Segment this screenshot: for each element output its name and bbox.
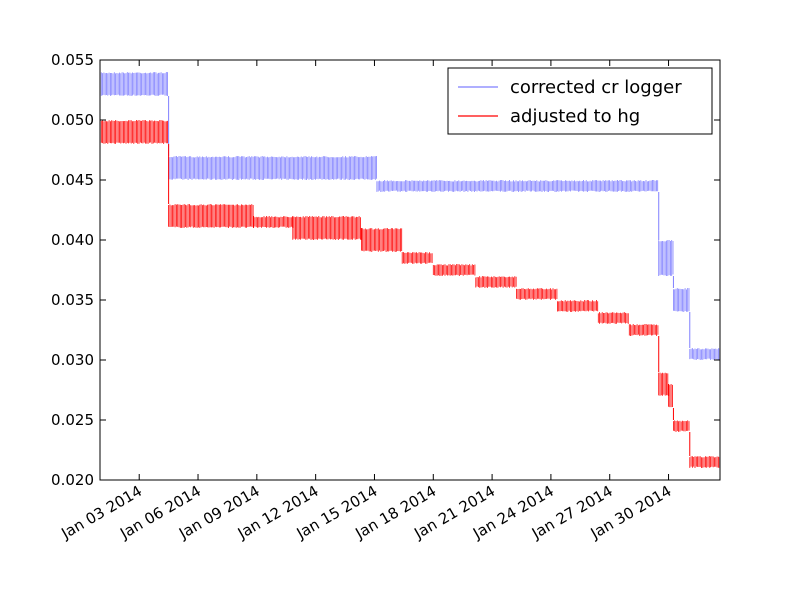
y-tick-label-6: 0.050 xyxy=(51,111,94,129)
series-corrected-cr-logger-segment-5 xyxy=(689,348,720,360)
y-tick-label-7: 0.055 xyxy=(51,51,94,69)
series-adjusted-to-hg-segment-15 xyxy=(689,456,720,468)
series-adjusted-to-hg-segment-10 xyxy=(597,312,629,324)
y-tick-label-5: 0.045 xyxy=(51,171,94,189)
series-adjusted-to-hg-segment-12 xyxy=(658,372,669,396)
y-tick-label-0: 0.020 xyxy=(51,471,94,489)
series-adjusted-to-hg-segment-7 xyxy=(475,276,517,288)
series-adjusted-to-hg-segment-8 xyxy=(516,288,558,300)
series-adjusted-to-hg-segment-0 xyxy=(100,120,168,144)
y-tick-label-4: 0.040 xyxy=(51,231,94,249)
legend-label-corrected-cr-logger: corrected cr logger xyxy=(510,77,682,98)
series-adjusted-to-hg-segment-13 xyxy=(668,384,673,408)
series-corrected-cr-logger-segment-3 xyxy=(658,240,674,276)
series-corrected-cr-logger-segment-0 xyxy=(100,72,168,96)
series-corrected-cr-logger-segment-2 xyxy=(376,180,659,192)
legend: corrected cr logger adjusted to hg xyxy=(447,67,713,135)
legend-label-adjusted-to-hg: adjusted to hg xyxy=(510,106,640,127)
series-adjusted-to-hg-segment-1 xyxy=(168,204,254,228)
plot-area xyxy=(100,72,720,468)
series-adjusted-to-hg-segment-3 xyxy=(292,216,361,240)
series-corrected-cr-logger-segment-4 xyxy=(673,288,690,312)
series-corrected-cr-logger-segment-1 xyxy=(168,156,377,180)
series-adjusted-to-hg-segment-5 xyxy=(401,252,433,264)
plot-frame xyxy=(99,59,721,481)
series-adjusted-to-hg-segment-6 xyxy=(432,264,476,276)
series-adjusted-to-hg-segment-14 xyxy=(673,420,690,432)
legend-box xyxy=(447,67,713,135)
y-tick-label-1: 0.025 xyxy=(51,411,94,429)
series-adjusted-to-hg-segment-9 xyxy=(557,300,599,312)
y-tick-label-2: 0.030 xyxy=(51,351,94,369)
y-tick-label-3: 0.035 xyxy=(51,291,94,309)
series-adjusted-to-hg-segment-11 xyxy=(628,324,659,336)
